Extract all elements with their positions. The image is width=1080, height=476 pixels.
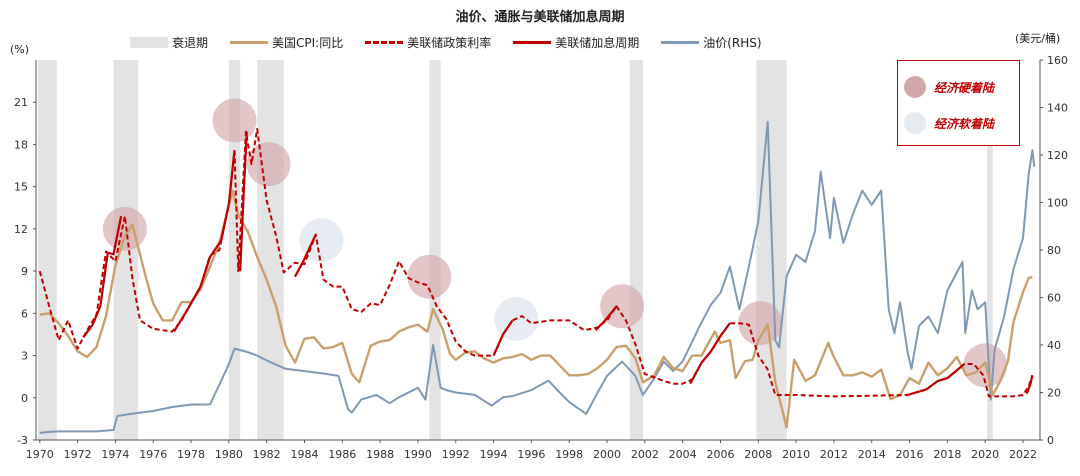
x-tick-label-1988: 1988 [366,448,394,461]
recession-band-0 [37,60,57,440]
series-hiking-cycle-4 [492,319,514,357]
annotation-hard-landing: 经济硬着陆 [904,76,994,98]
legend-swatch-oil [661,40,700,44]
legend-label-policy-rate: 美联储政策利率 [407,35,492,50]
x-tick-label-2020: 2020 [971,448,999,461]
hard-landing-label: 经济硬着陆 [934,80,995,95]
series-oil-price [39,120,1036,434]
x-tick-label-1978: 1978 [177,448,205,461]
x-tick-label-1998: 1998 [555,448,583,461]
legend-swatch-cpi [230,40,269,44]
hard-landing-marker-4 [600,284,645,329]
x-tick-label-2004: 2004 [669,448,697,461]
x-tick-label-2018: 2018 [933,448,961,461]
right-axis-unit: (美元/桶) [1015,32,1061,45]
right-tick-label-120: 120 [1047,149,1068,162]
left-tick-label-0: 0 [21,392,28,405]
legend-item-oil: 油价(RHS) [661,34,762,51]
x-tick-label-2002: 2002 [631,448,659,461]
x-tick-label-1994: 1994 [480,448,508,461]
x-tick-label-2010: 2010 [782,448,810,461]
series-cpi-yoy [39,189,1033,429]
hard-landing-marker-5 [738,301,783,346]
x-tick-label-1970: 1970 [26,448,54,461]
series-policy-rate [38,128,1034,398]
legend-item-hiking-cycle: 美联储加息周期 [513,34,639,51]
legend-label-cpi: 美国CPI:同比 [272,35,344,50]
left-tick-label-9: 9 [21,265,28,278]
series-hiking-cycle-2 [239,131,248,272]
hard-landing-marker-1 [212,98,257,143]
right-tick-label-60: 60 [1047,292,1061,305]
left-tick-label-3: 3 [21,350,28,363]
x-tick-label-2000: 2000 [593,448,621,461]
legend-label-oil: 油价(RHS) [703,35,762,50]
soft-landing-label: 经济软着陆 [934,116,995,131]
legend-swatch-recession [130,36,168,48]
annotation-soft-landing: 经济软着陆 [904,112,994,134]
x-tick-label-2016: 2016 [896,448,924,461]
series-hiking-cycle-7 [907,363,966,397]
right-tick-label-40: 40 [1047,339,1061,352]
landing-annotation-box: 经济硬着陆 经济软着陆 [897,60,1020,146]
legend-item-recession: 衰退期 [130,34,208,51]
x-tick-label-2022: 2022 [1009,448,1037,461]
left-tick-label-6: 6 [21,307,28,320]
right-tick-label-20: 20 [1047,387,1061,400]
x-tick-label-1982: 1982 [253,448,281,461]
legend-label-recession: 衰退期 [172,35,209,50]
right-tick-label-160: 160 [1047,54,1068,67]
x-tick-label-1972: 1972 [64,448,92,461]
left-tick-label-21: 21 [14,96,28,109]
hard-landing-marker-2 [246,142,291,187]
legend-item-cpi: 美国CPI:同比 [230,34,343,51]
hard-landing-marker-3 [407,254,452,299]
left-tick-label--3: -3 [17,434,28,447]
right-tick-label-140: 140 [1047,102,1068,115]
x-tick-label-1990: 1990 [404,448,432,461]
legend: 衰退期 美国CPI:同比 美联储政策利率 美联储加息周期 油价(RHS) [130,33,762,51]
x-tick-label-1984: 1984 [290,448,318,461]
right-tick-label-100: 100 [1047,197,1068,210]
left-tick-label-12: 12 [14,223,28,236]
right-tick-label-0: 0 [1047,434,1054,447]
x-tick-label-2006: 2006 [706,448,734,461]
recession-band-2 [228,60,241,440]
left-tick-label-18: 18 [14,138,28,151]
left-tick-label-15: 15 [14,181,28,194]
series-hiking-cycle-8 [1025,375,1034,394]
right-tick-label-80: 80 [1047,244,1061,257]
recession-band-4 [429,60,441,440]
legend-swatch-hiking-cycle [513,40,552,44]
legend-swatch-policy-rate [365,40,404,44]
x-tick-label-2012: 2012 [820,448,848,461]
left-axis-unit: (%) [10,43,30,56]
series-hiking-cycle-0 [82,215,123,338]
recession-band-7 [987,60,993,440]
soft-landing-swatch [904,112,926,134]
legend-item-policy-rate: 美联储政策利率 [365,34,491,51]
hard-landing-marker-0 [102,206,147,251]
legend-label-hiking-cycle: 美联储加息周期 [555,35,640,50]
x-tick-label-1992: 1992 [442,448,470,461]
x-tick-label-1996: 1996 [517,448,545,461]
series-hiking-cycle-1 [173,149,236,333]
chart-title: 油价、通胀与美联储加息周期 [455,10,625,25]
x-tick-label-1980: 1980 [215,448,243,461]
x-tick-label-2008: 2008 [744,448,772,461]
series-hiking-cycle-6 [689,322,731,385]
x-tick-label-1986: 1986 [328,448,356,461]
x-tick-label-2014: 2014 [858,448,886,461]
series-hiking-cycle-5 [594,305,618,331]
x-tick-label-1976: 1976 [139,448,167,461]
x-tick-label-1974: 1974 [101,448,129,461]
series-hiking-cycle-3 [294,234,317,278]
recession-band-5 [629,60,643,440]
hard-landing-swatch [904,76,926,98]
